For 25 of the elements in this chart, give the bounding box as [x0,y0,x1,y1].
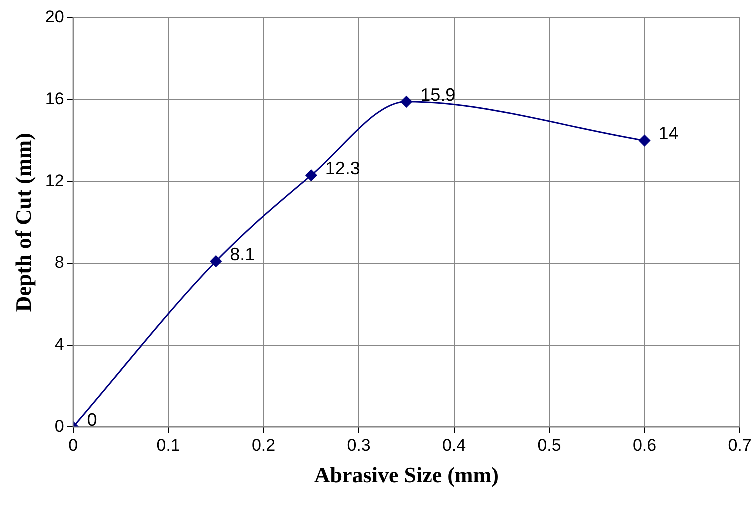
point [306,170,318,182]
y-tick-label: 4 [54,335,64,354]
y-tick-label: 16 [45,90,64,109]
y-tick-label: 12 [45,171,64,190]
data-label: 12.3 [325,158,360,179]
data-label: 15.9 [420,84,456,105]
x-axis-title: Abrasive Size (mm) [314,462,499,488]
x-tick-label: 0.5 [538,436,562,456]
y-tick-label: 20 [45,8,64,27]
x-tick-label: 0.7 [728,436,752,456]
x-tick-label: 0.2 [252,436,276,456]
y-tick-label: 0 [54,416,64,436]
point [639,135,651,147]
x-tick-label: 0 [68,436,78,456]
data-label: 14 [658,124,679,144]
x-tick-label: 0.6 [632,436,657,456]
data-label: 0 [87,410,98,430]
y-tick-label: 8 [54,253,64,272]
data-label: 8.1 [230,244,256,264]
point [210,256,222,268]
point [400,96,412,108]
x-tick-label: 0.4 [442,436,466,456]
x-tick-label: 0.1 [156,436,180,456]
x-tick-label: 0.3 [347,436,371,456]
y-axis-title: Depth of Cut (mm) [10,133,36,312]
